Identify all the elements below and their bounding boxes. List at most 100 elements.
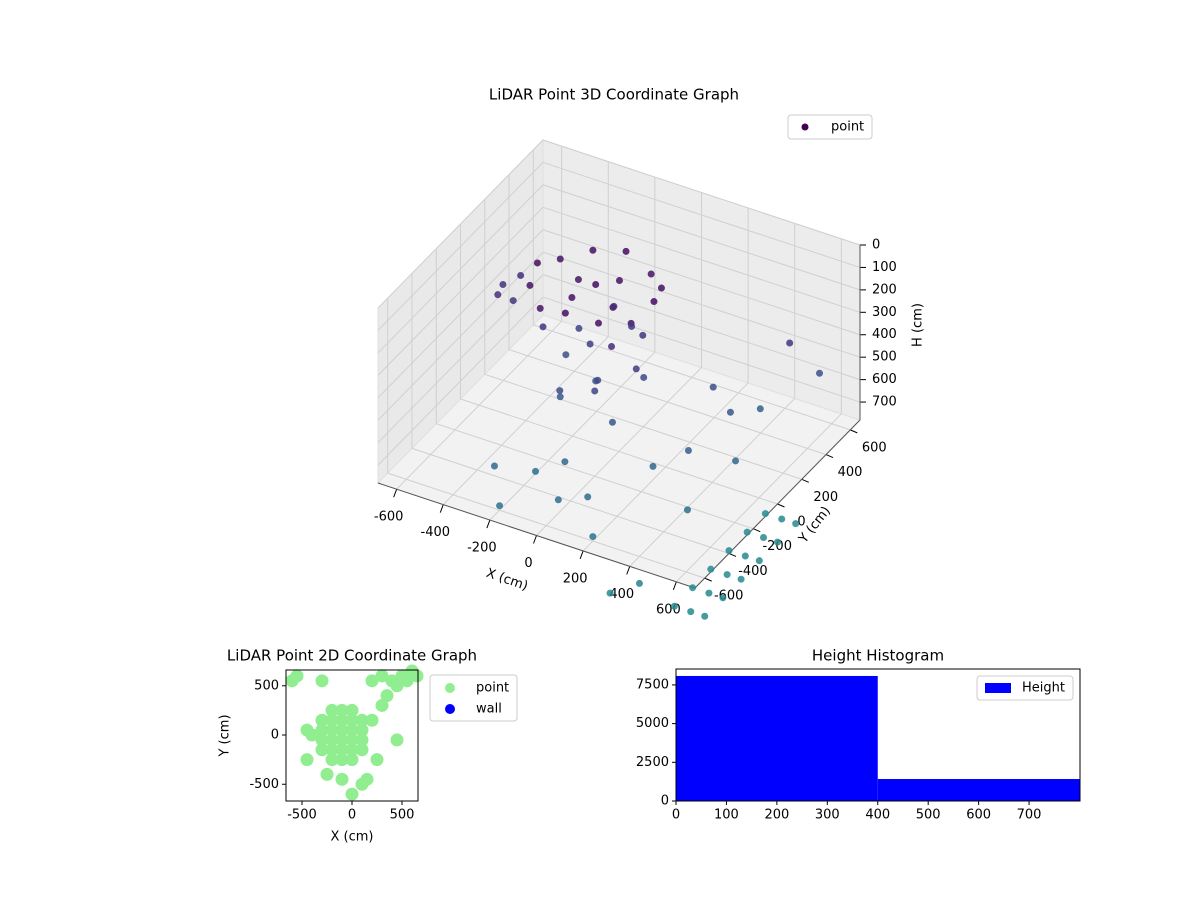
y-tick-label: -500 bbox=[249, 777, 279, 792]
grid-line bbox=[411, 447, 730, 554]
point bbox=[360, 772, 374, 786]
y-tick bbox=[801, 478, 809, 483]
point bbox=[355, 743, 369, 757]
grid-line bbox=[377, 229, 544, 399]
point bbox=[490, 462, 498, 470]
y-tick-label: 0 bbox=[797, 515, 805, 530]
x-tick bbox=[393, 489, 398, 498]
grid-line bbox=[387, 472, 705, 579]
y-tick bbox=[825, 454, 834, 459]
chart-title: LiDAR Point 3D Coordinate Graph bbox=[489, 86, 739, 104]
y-tick-label: 0 bbox=[661, 794, 669, 809]
point bbox=[494, 291, 502, 299]
point bbox=[561, 309, 569, 317]
legend-box bbox=[976, 675, 1074, 701]
point bbox=[315, 723, 329, 737]
y-axis-line bbox=[694, 419, 861, 589]
grid-line bbox=[377, 206, 544, 376]
z-tick-label: 400 bbox=[872, 327, 897, 342]
point bbox=[390, 679, 404, 693]
x-tick bbox=[439, 504, 444, 513]
z-tick-label: 0 bbox=[872, 238, 880, 253]
z-tick-label: 600 bbox=[872, 372, 897, 387]
point bbox=[737, 575, 745, 583]
point bbox=[568, 293, 576, 301]
point bbox=[556, 387, 564, 395]
point bbox=[496, 502, 504, 510]
point bbox=[325, 753, 339, 767]
point bbox=[554, 496, 562, 504]
point bbox=[365, 674, 379, 688]
point bbox=[375, 669, 389, 683]
point bbox=[509, 297, 517, 305]
point bbox=[532, 467, 540, 475]
point bbox=[707, 565, 715, 573]
grid-line bbox=[508, 349, 827, 456]
grid-line bbox=[542, 206, 861, 313]
point bbox=[701, 612, 709, 620]
point bbox=[345, 753, 359, 767]
grid-line bbox=[460, 398, 778, 505]
point bbox=[628, 322, 636, 330]
x-tick-label: 500 bbox=[390, 808, 415, 823]
legend-marker bbox=[801, 123, 809, 131]
z-axis-label: H (cm) bbox=[911, 303, 926, 347]
grid-line bbox=[377, 139, 544, 309]
point bbox=[615, 276, 623, 284]
x-axis-label: X (cm) bbox=[331, 830, 374, 845]
x-tick-label: 0 bbox=[672, 808, 680, 823]
point bbox=[723, 571, 731, 579]
point bbox=[533, 259, 541, 267]
y-tick-label: -200 bbox=[762, 539, 792, 554]
point bbox=[345, 723, 359, 737]
z-tick-label: 300 bbox=[872, 305, 897, 320]
legend-marker bbox=[985, 683, 1011, 693]
point bbox=[635, 579, 643, 587]
y-tick-label: -400 bbox=[738, 564, 768, 579]
point bbox=[390, 733, 404, 747]
point bbox=[816, 369, 824, 377]
x-tick-label: -400 bbox=[421, 525, 451, 540]
point bbox=[589, 246, 597, 254]
point bbox=[594, 376, 602, 384]
point bbox=[589, 533, 597, 541]
point bbox=[315, 743, 329, 757]
x-tick-label: 600 bbox=[966, 808, 991, 823]
point bbox=[365, 713, 379, 727]
point bbox=[705, 589, 713, 597]
y-tick-label: 5000 bbox=[636, 716, 669, 731]
point bbox=[725, 547, 733, 555]
point bbox=[355, 733, 369, 747]
point bbox=[355, 713, 369, 727]
x-tick-label: 200 bbox=[563, 571, 588, 586]
point bbox=[575, 324, 583, 332]
point bbox=[325, 713, 339, 727]
grid-line bbox=[436, 423, 754, 530]
point bbox=[526, 281, 534, 289]
point bbox=[380, 689, 394, 703]
x-tick bbox=[533, 535, 537, 544]
point bbox=[325, 703, 339, 717]
point bbox=[335, 733, 349, 747]
grid-line bbox=[542, 274, 861, 381]
x-tick-label: 500 bbox=[916, 808, 941, 823]
y-axis-label: Y (cm) bbox=[218, 714, 233, 757]
y-tick-label: 2500 bbox=[636, 755, 669, 770]
x-tick bbox=[672, 581, 677, 590]
point bbox=[305, 728, 319, 742]
bar bbox=[877, 779, 1080, 801]
point bbox=[608, 342, 616, 350]
y-tick bbox=[704, 577, 712, 582]
point bbox=[335, 753, 349, 767]
point bbox=[325, 733, 339, 747]
legend-label: point bbox=[476, 681, 509, 696]
point bbox=[355, 723, 369, 737]
point bbox=[592, 280, 600, 288]
z-tick-label: 200 bbox=[872, 282, 897, 297]
bar bbox=[676, 675, 878, 801]
point bbox=[726, 408, 734, 416]
point bbox=[345, 713, 359, 727]
x-tick-label: 200 bbox=[764, 808, 789, 823]
y-tick-label: 7500 bbox=[636, 677, 669, 692]
